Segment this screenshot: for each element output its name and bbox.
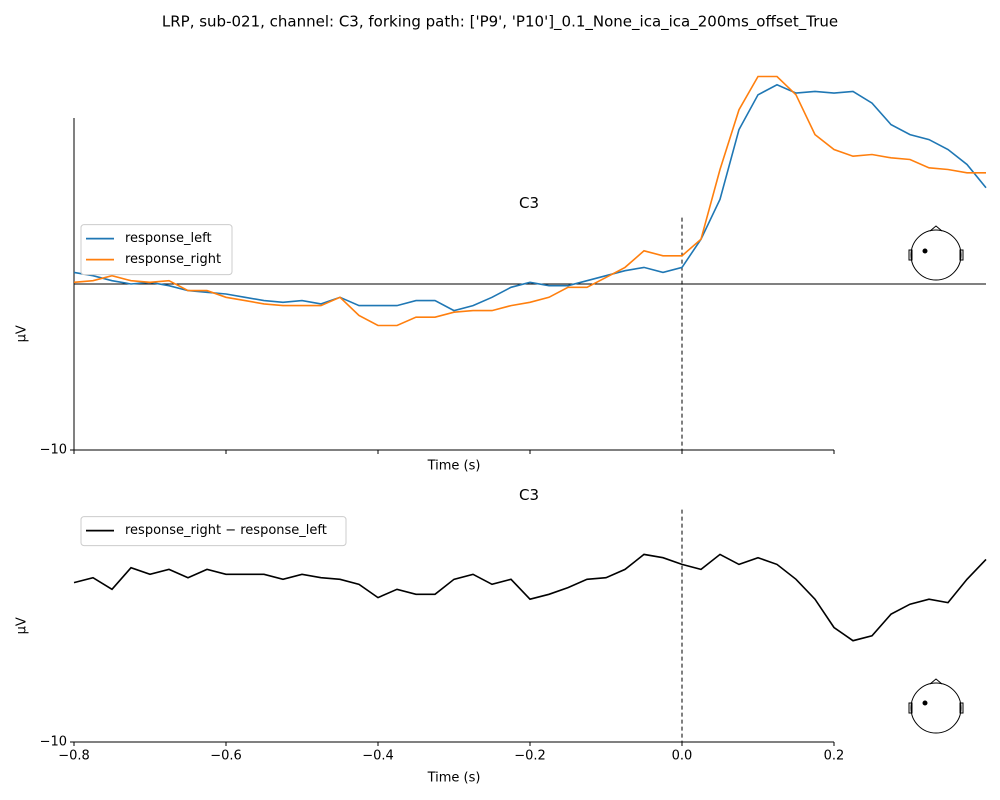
series-line [73,553,987,642]
x-tick-label: −0.8 [58,749,90,764]
axes-title: C3 [519,194,539,212]
y-axis-label: µV [15,325,30,342]
x-tick-label: 0.0 [672,749,693,764]
head-icon [908,678,964,734]
x-axis-label: Time (s) [427,459,481,474]
y-tick-label: −10 [40,735,67,750]
series-line [73,83,987,312]
x-tick-label: −0.4 [362,749,394,764]
head-icon [908,225,964,281]
series-line [73,75,986,327]
x-tick-label: −0.2 [514,749,546,764]
legend-box [80,224,233,276]
y-tick-label: −10 [40,443,67,458]
x-tick-label: 0.2 [824,749,845,764]
x-tick-label: −0.6 [210,749,242,764]
legend-box [80,516,347,547]
legend-label: response_right − response_left [125,523,327,538]
x-axis-label: Time (s) [427,771,481,786]
y-axis-label: µV [15,617,30,634]
figure-title: LRP, sub-021, channel: C3, forking path:… [162,13,838,32]
legend-label: response_left [125,231,212,246]
legend-label: response_right [125,252,221,267]
axes-title: C3 [519,486,539,504]
